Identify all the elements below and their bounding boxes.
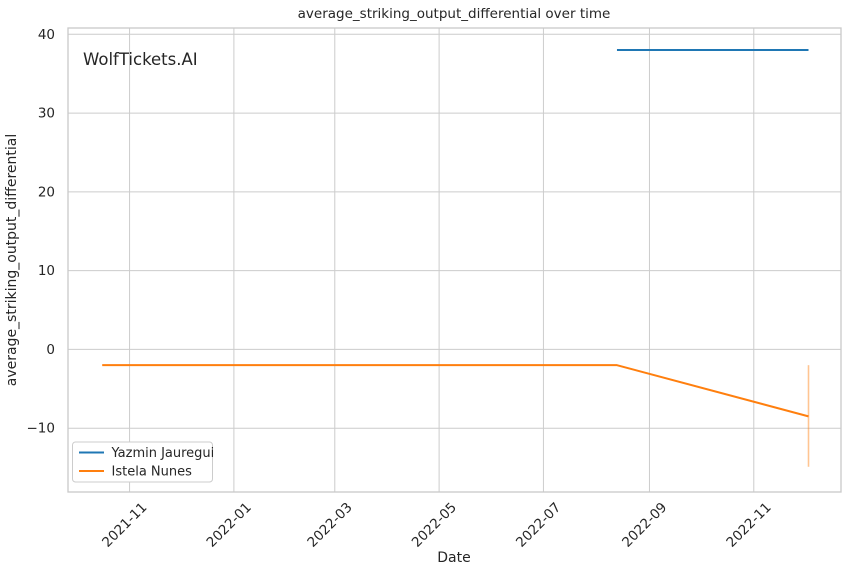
y-tick-label: 40 [38, 27, 55, 43]
series-layer [102, 49, 810, 467]
y-axis-label: average_striking_output_differential [4, 134, 20, 387]
plot-border [67, 27, 842, 493]
legend-label: Istela Nunes [112, 465, 193, 480]
chart-title: average_striking_output_differential ove… [298, 6, 611, 22]
legend-label: Yazmin Jauregui [111, 446, 215, 461]
y-tick-label: 20 [38, 184, 55, 200]
series-line-istela-nunes [102, 364, 809, 418]
y-tick-label: −10 [27, 421, 56, 437]
x-axis-label: Date [437, 550, 470, 566]
legend-box [72, 441, 213, 483]
grid-layer [68, 28, 841, 492]
y-tick-label: 0 [46, 342, 55, 358]
y-tick-label: 30 [38, 106, 55, 122]
watermark: WolfTickets.AI [83, 50, 198, 69]
y-tick-label: 10 [38, 263, 55, 279]
legend: Yazmin Jauregui Istela Nunes [72, 441, 215, 483]
y-tick-labels: −10 0 10 20 30 40 [27, 27, 56, 437]
